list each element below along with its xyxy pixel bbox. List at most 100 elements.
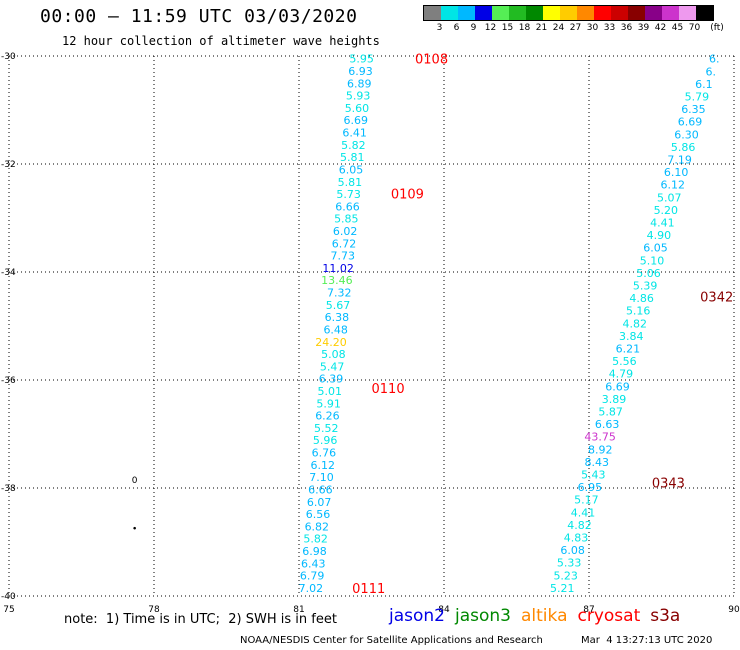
wave-height-value: 6.39 (319, 373, 344, 386)
wave-height-value: 6.63 (595, 418, 620, 431)
legend-label: 24 (552, 23, 565, 33)
lat-tick-label: -38 (1, 484, 16, 494)
pass-time-label: 0342 (700, 290, 733, 305)
mission-altika: altika (521, 606, 568, 626)
legend-label: 21 (535, 23, 548, 33)
wave-height-value: 6.10 (664, 166, 689, 179)
wave-height-value: 4.41 (650, 217, 675, 230)
legend-label: 3 (436, 23, 443, 33)
lat-tick-label: -30 (1, 52, 16, 62)
credit-line: NOAA/NESDIS Center for Satellite Applica… (240, 635, 543, 646)
wave-height-value: 5.81 (338, 176, 363, 189)
wave-height-value: 5.79 (685, 91, 710, 104)
wave-height-value: 5.16 (626, 305, 651, 318)
legend-swatch (441, 6, 458, 20)
wave-height-value: 4.79 (609, 368, 634, 381)
wave-height-value: 5.73 (336, 188, 361, 201)
wave-height-value: 6.69 (344, 114, 369, 127)
map-subtitle: 12 hour collection of altimeter wave hei… (62, 34, 380, 48)
wave-height-value: 6.26 (315, 410, 340, 423)
legend-swatch (577, 6, 594, 20)
wave-height-value: 5.33 (557, 557, 582, 570)
wave-height-value: 6.41 (342, 127, 367, 140)
mission-jason3: jason3 (455, 606, 511, 626)
wave-height-value: 6.93 (348, 65, 373, 78)
wave-height-value: 6.95 (578, 481, 603, 494)
wave-height-value: 6.07 (307, 496, 332, 509)
wave-height-value: 5.91 (316, 397, 341, 410)
wave-height-value: 6.43 (301, 557, 326, 570)
wave-height-value: 11.02 (322, 262, 354, 275)
lat-tick-label: -32 (1, 160, 16, 170)
stray-point: • (132, 525, 137, 535)
legend-swatch (696, 6, 713, 20)
wave-height-value: 8.92 (588, 443, 613, 456)
wave-height-value: 5.07 (657, 191, 682, 204)
legend-swatch (645, 6, 662, 20)
wave-height-value: 6.89 (347, 77, 372, 90)
legend-swatch (526, 6, 543, 20)
wave-height-value: 7.10 (309, 471, 334, 484)
wave-height-value: 6.69 (605, 380, 630, 393)
legend-swatch (492, 6, 509, 20)
wave-height-value: 3.89 (602, 393, 627, 406)
legend-swatch (662, 6, 679, 20)
legend-swatch (560, 6, 577, 20)
wave-height-value: 6.05 (339, 163, 364, 176)
wave-height-value: 6.56 (306, 508, 331, 521)
wave-height-value: 6.69 (678, 116, 703, 129)
mission-jason2: jason2 (389, 606, 445, 626)
legend-label: 70 (688, 23, 701, 33)
wave-height-value: 6.48 (323, 323, 348, 336)
wave-height-value: 6.38 (325, 311, 350, 324)
wave-height-value: 5.93 (346, 90, 371, 103)
legend-swatch (679, 6, 696, 20)
wave-height-value: 5.82 (303, 533, 328, 546)
stray-point: 0 (132, 476, 138, 486)
wave-height-value: 5.39 (633, 280, 658, 293)
units-note: note: 1) Time is in UTC; 2) SWH is in fe… (64, 612, 337, 627)
wave-height-value: 7.73 (331, 250, 356, 263)
wave-height-value: 6.82 (305, 520, 330, 533)
wave-height-value: 7.32 (327, 287, 352, 300)
color-legend: 3 6 9 12 15 18 21 24 27 30 33 36 39 42 45 70 (ft) (423, 5, 724, 33)
wave-height-value: 5.87 (598, 406, 623, 419)
wave-height-value: 7.02 (299, 582, 324, 595)
legend-labels: 3 6 9 12 15 18 21 24 27 30 33 36 39 42 45 70 (ft) (423, 23, 740, 35)
legend-label: 27 (569, 23, 582, 33)
wave-height-value: 5.08 (321, 348, 346, 361)
wave-height-value: 6.30 (674, 128, 699, 141)
wave-height-value: 24.20 (315, 336, 347, 349)
wave-height-value: 4.82 (567, 519, 592, 532)
wave-height-value: 5.23 (553, 569, 578, 582)
wave-height-value: 5.10 (640, 254, 665, 267)
wave-height-value: 13.46 (321, 274, 353, 287)
legend-swatch (543, 6, 560, 20)
lon-tick-label: 81 (293, 605, 304, 615)
wave-height-value: 6.35 (681, 103, 706, 116)
lat-tick-label: -40 (1, 592, 16, 602)
wave-height-value: 5.56 (612, 355, 637, 368)
legend-label: 45 (671, 23, 684, 33)
legend-unit: (ft) (710, 23, 724, 33)
lon-tick-label: 90 (728, 605, 740, 615)
wave-height-value: 6.79 (300, 570, 325, 583)
wave-height-value: 6.12 (660, 179, 685, 192)
wave-height-value: 6.76 (312, 447, 337, 460)
wave-height-value: 6.66 (335, 200, 360, 213)
wave-height-value: 6.05 (643, 242, 668, 255)
wave-height-value: 6.02 (333, 225, 358, 238)
wave-height-value: 4.86 (629, 292, 654, 305)
legend-label: 36 (620, 23, 633, 33)
mission-legend: jason2 jason3 altika cryosat s3a (389, 606, 680, 626)
wave-height-value: 5.47 (320, 360, 345, 373)
pass-time-label: 0108 (415, 53, 448, 68)
lat-tick-label: -34 (1, 268, 16, 278)
wave-height-value: 4.83 (564, 532, 589, 545)
legend-swatch (611, 6, 628, 20)
wave-height-value: 5.82 (341, 139, 366, 152)
wave-height-value: 5.52 (314, 422, 339, 435)
legend-swatch (594, 6, 611, 20)
wave-height-value: 6. (709, 53, 720, 66)
